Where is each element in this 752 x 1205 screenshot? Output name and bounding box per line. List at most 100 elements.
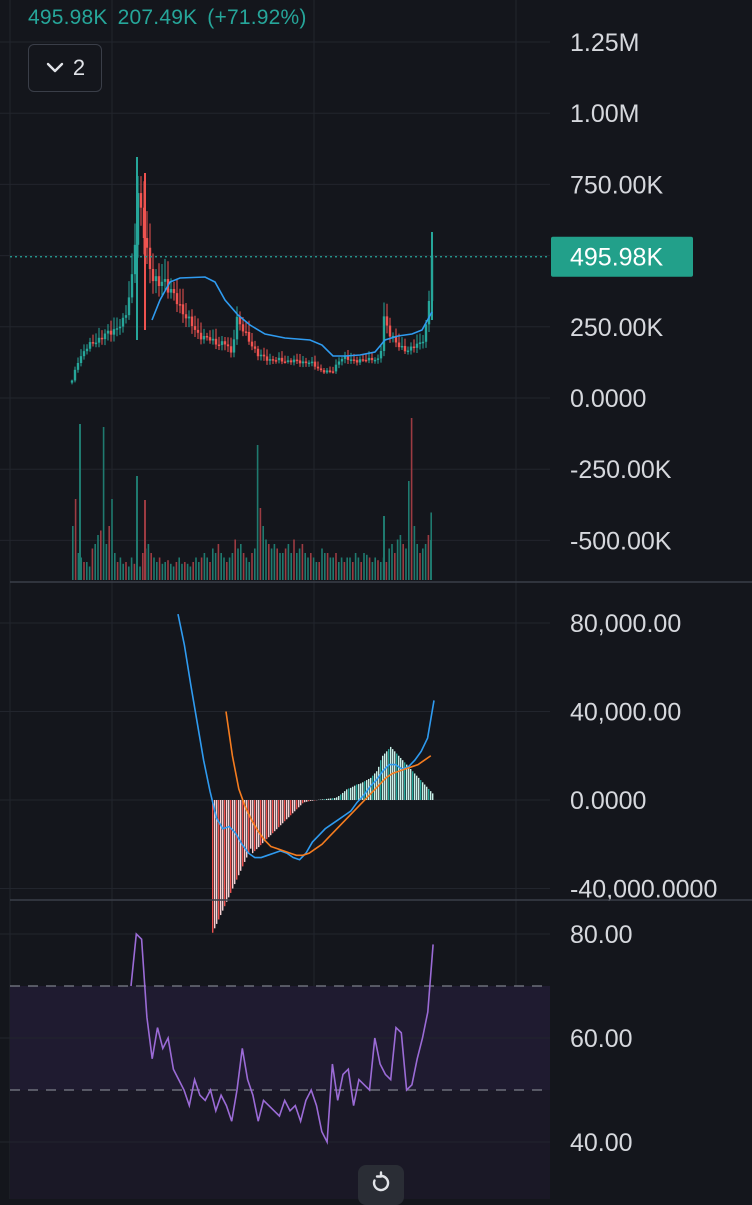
volume-bar-35 (170, 564, 172, 580)
volume-bar-57 (232, 553, 234, 580)
candle-body-28 (155, 276, 157, 281)
macd-hist-bar-55 (322, 799, 323, 800)
candle-body-33 (170, 289, 172, 293)
volume-bar-61 (243, 553, 245, 580)
candle-body-85 (326, 370, 328, 372)
volume-bar-72 (274, 544, 276, 580)
volume-bar-32 (162, 564, 164, 580)
macd-hist-bar-19 (250, 800, 251, 849)
candle-body-118 (425, 324, 427, 341)
volume-bar-100 (352, 562, 354, 580)
volume-bar-95 (338, 562, 340, 580)
macd-hist-bar-26 (264, 800, 265, 841)
candle-body-36 (179, 304, 181, 306)
candle-body-25 (146, 238, 148, 248)
last-price-label: 495.98K (570, 244, 663, 272)
volume-bar-7 (92, 549, 94, 581)
macd-hist-bar-10 (232, 800, 233, 889)
volume-bar-4 (83, 562, 85, 580)
macd-hist-bar-60 (332, 798, 333, 800)
macd-hist-bar-33 (278, 800, 279, 827)
volume-bar-42 (190, 567, 192, 581)
volume-bar-120 (408, 481, 410, 580)
volume-bar-45 (198, 562, 200, 580)
candle-body-75 (296, 360, 298, 362)
candle-body-47 (212, 339, 214, 341)
candle-body-10 (101, 338, 103, 340)
macd-hist-bar-50 (312, 800, 313, 801)
candle-body-19 (128, 297, 130, 315)
candle-body-39 (188, 317, 190, 319)
candle-body-61 (254, 346, 256, 348)
macd-axis-tick-2: 0.0000 (570, 787, 646, 815)
volume-bar-87 (316, 562, 318, 580)
macd-hist-bar-57 (326, 799, 327, 800)
candle-body-21 (134, 245, 136, 274)
macd-hist-bar-47 (306, 800, 307, 802)
volume-bar-86 (313, 558, 315, 581)
macd-hist-bar-85 (382, 756, 383, 800)
volume-bar-13 (108, 526, 110, 580)
volume-bar-34 (167, 560, 169, 580)
price-axis-tick-5: -250.00K (570, 456, 672, 484)
volume-bar-112 (386, 562, 388, 580)
candle-body-41 (194, 326, 196, 330)
macd-hist-bar-42 (296, 800, 297, 809)
candle-body-23 (140, 193, 142, 208)
volume-bar-108 (374, 558, 376, 581)
volume-bar-1 (75, 499, 77, 580)
candle-body-71 (284, 361, 286, 363)
volume-bar-15 (114, 553, 116, 580)
collapse-indicators-button[interactable]: 2 (28, 44, 102, 92)
macd-axis-tick-0: 80,000.00 (570, 610, 681, 638)
macd-hist-bar-91 (394, 751, 395, 800)
candle-body-2 (77, 363, 79, 370)
candle-body-34 (173, 289, 175, 293)
volume-bar-97 (344, 562, 346, 580)
candle-body-101 (374, 360, 376, 362)
macd-hist-bar-102 (416, 776, 417, 800)
candle-body-54 (233, 339, 235, 352)
macd-hist-bar-59 (330, 798, 331, 800)
candle-body-97 (362, 359, 364, 361)
macd-hist-bar-61 (334, 798, 335, 800)
candle-body-83 (320, 368, 322, 370)
macd-hist-bar-24 (260, 800, 261, 845)
volume-bar-91 (327, 553, 329, 580)
volume-bar-38 (178, 558, 180, 581)
volume-bar-119 (405, 549, 407, 581)
macd-hist-bar-69 (350, 788, 351, 800)
candle-body-55 (236, 317, 238, 340)
candle-body-115 (416, 344, 418, 348)
macd-hist-bar-5 (222, 800, 223, 911)
candle-body-59 (248, 332, 250, 342)
volume-bar-116 (397, 540, 399, 581)
candle-body-50 (221, 341, 223, 345)
candle-body-40 (191, 317, 193, 327)
volume-bar-122 (414, 526, 416, 580)
volume-bar-16 (117, 562, 119, 580)
volume-bar-12 (106, 544, 108, 580)
volume-bar-44 (195, 558, 197, 581)
macd-hist-bar-87 (386, 751, 387, 800)
macd-hist-bar-88 (388, 749, 389, 800)
reset-chart-button[interactable] (358, 1165, 404, 1205)
macd-hist-bar-109 (430, 791, 431, 800)
volume-bar-118 (402, 544, 404, 580)
macd-hist-bar-94 (400, 758, 401, 800)
price-change: 207.49K (118, 6, 198, 29)
volume-bar-127 (428, 535, 430, 580)
macd-hist-bar-6 (224, 800, 225, 906)
macd-hist-bar-86 (384, 754, 385, 800)
macd-hist-bar-63 (338, 796, 339, 800)
candle-body-0 (71, 380, 73, 382)
volume-bar-48 (206, 558, 208, 581)
volume-bar-65 (254, 549, 256, 581)
macd-hist-bar-101 (414, 773, 415, 800)
candle-body-12 (107, 331, 109, 334)
macd-hist-bar-93 (398, 756, 399, 800)
macd-hist-bar-32 (276, 800, 277, 829)
volume-bar-8 (94, 544, 96, 580)
